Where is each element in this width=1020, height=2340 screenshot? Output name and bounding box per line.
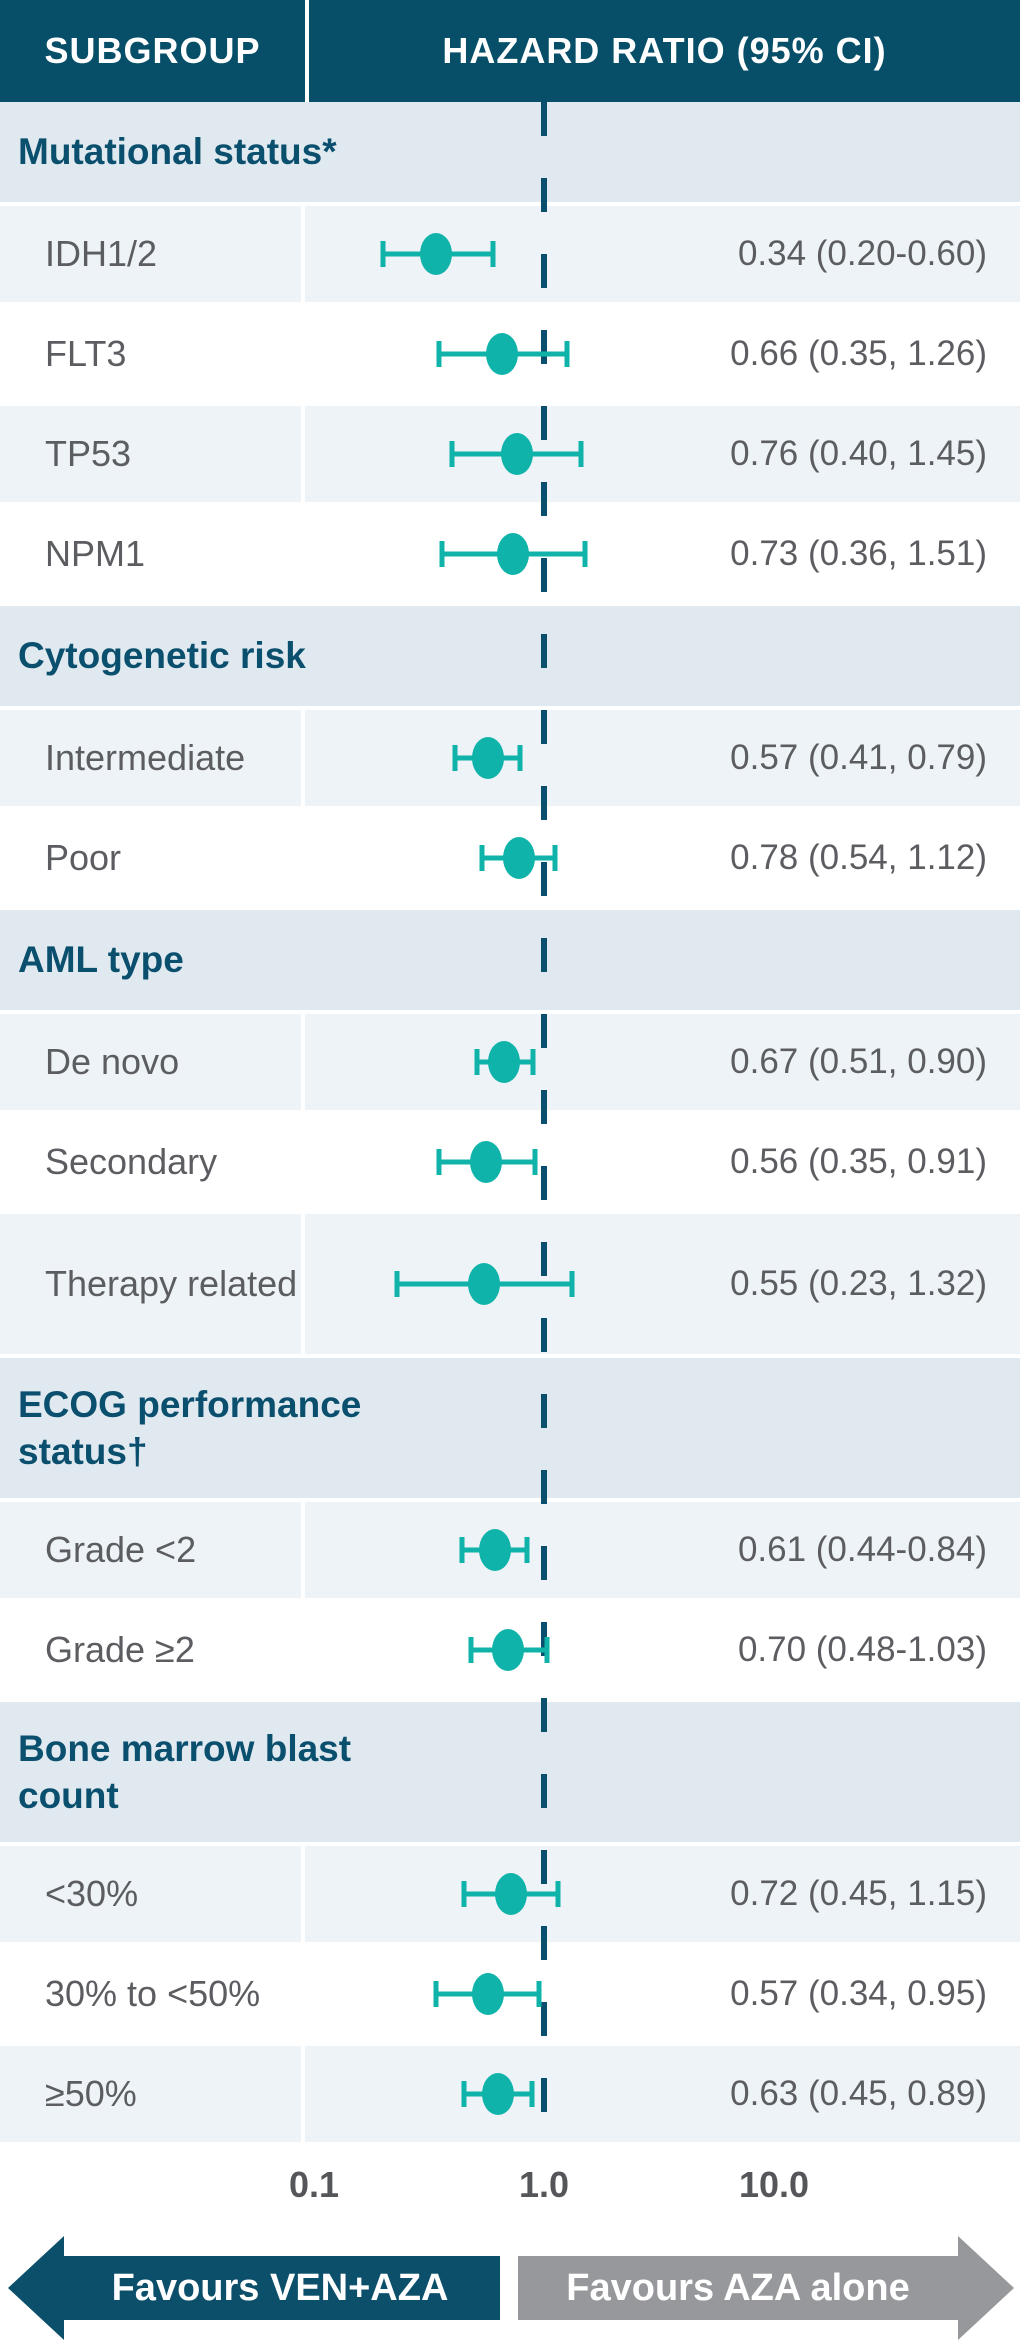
hr-value-text: 0.34 (0.20-0.60) <box>737 234 987 273</box>
section-header: ECOG performance status† <box>0 1358 1020 1498</box>
hr-value-cell: 0.66 (0.35, 1.26) <box>305 306 1020 402</box>
hr-value-text: 0.57 (0.41, 0.79) <box>730 738 987 777</box>
subgroup-row: Intermediate 0.57 (0.41, 0.79) <box>0 710 1020 806</box>
subgroup-row: 30% to <50% 0.57 (0.34, 0.95) <box>0 1946 1020 2042</box>
direction-arrows: Favours VEN+AZA Favours AZA alone <box>0 2236 1020 2340</box>
section-header: Bone marrow blast count <box>0 1702 1020 1842</box>
subgroup-label: Secondary <box>0 1114 305 1210</box>
subgroup-label: De novo <box>0 1014 305 1110</box>
section-label: ECOG performance status† <box>18 1383 362 1472</box>
subgroup-label: Poor <box>0 810 305 906</box>
hazard-ratio-header-label: HAZARD RATIO (95% CI) <box>442 30 887 71</box>
favours-ven-aza-label: Favours VEN+AZA <box>111 2266 449 2309</box>
hr-value-cell: 0.76 (0.40, 1.45) <box>305 406 1020 502</box>
axis-tick-label: 10.0 <box>738 2164 810 2205</box>
section-label: Mutational status* <box>18 131 337 173</box>
hr-value-cell: 0.55 (0.23, 1.32) <box>305 1214 1020 1354</box>
hr-value-text: 0.72 (0.45, 1.15) <box>730 1874 987 1913</box>
subgroup-label: <30% <box>0 1846 305 1942</box>
subgroup-label: Therapy related <box>0 1214 305 1354</box>
section-label: Cytogenetic risk <box>18 635 306 677</box>
favours-aza-alone-arrow: Favours AZA alone <box>518 2236 1014 2340</box>
subgroup-row: ≥50% 0.63 (0.45, 0.89) <box>0 2046 1020 2142</box>
hr-value-cell: 0.56 (0.35, 0.91) <box>305 1114 1020 1210</box>
subgroup-row: Poor 0.78 (0.54, 1.12) <box>0 810 1020 906</box>
favours-aza-alone-label: Favours AZA alone <box>566 2266 910 2309</box>
subgroup-label: Intermediate <box>0 710 305 806</box>
hr-value-text: 0.55 (0.23, 1.32) <box>730 1264 987 1303</box>
hr-value-text: 0.73 (0.36, 1.51) <box>730 534 987 573</box>
reference-line-hr-1 <box>541 102 547 2142</box>
subgroup-label: TP53 <box>0 406 305 502</box>
section-label: AML type <box>18 939 184 981</box>
subgroup-label: FLT3 <box>0 306 305 402</box>
hr-value-text: 0.76 (0.40, 1.45) <box>730 434 987 473</box>
hr-value-cell: 0.57 (0.34, 0.95) <box>305 1946 1020 2042</box>
hr-value-cell: 0.73 (0.36, 1.51) <box>305 506 1020 602</box>
hr-value-text: 0.57 (0.34, 0.95) <box>730 1974 987 2013</box>
axis-tick-label: 0.1 <box>288 2164 340 2205</box>
section-header: Mutational status* <box>0 102 1020 202</box>
subgroup-row: De novo 0.67 (0.51, 0.90) <box>0 1014 1020 1110</box>
subgroup-row: <30% 0.72 (0.45, 1.15) <box>0 1846 1020 1942</box>
hr-value-text: 0.70 (0.48-1.03) <box>737 1630 987 1669</box>
hr-value-text: 0.78 (0.54, 1.12) <box>730 838 987 877</box>
subgroup-label: 30% to <50% <box>0 1946 305 2042</box>
hr-value-cell: 0.67 (0.51, 0.90) <box>305 1014 1020 1110</box>
subgroup-row: IDH1/2 0.34 (0.20-0.60) <box>0 206 1020 302</box>
hr-value-text: 0.56 (0.35, 0.91) <box>730 1142 987 1181</box>
right-arrowhead-icon <box>958 2236 1014 2340</box>
hr-value-cell: 0.61 (0.44-0.84) <box>305 1502 1020 1598</box>
hr-value-cell: 0.72 (0.45, 1.15) <box>305 1846 1020 1942</box>
subgroup-label: NPM1 <box>0 506 305 602</box>
hazard-ratio-header-cell: HAZARD RATIO (95% CI) <box>309 0 1020 102</box>
subgroup-row: FLT3 0.66 (0.35, 1.26) <box>0 306 1020 402</box>
hr-value-text: 0.67 (0.51, 0.90) <box>730 1042 987 1081</box>
axis-tick-label: 1.0 <box>518 2164 570 2205</box>
subgroup-row: NPM1 0.73 (0.36, 1.51) <box>0 506 1020 602</box>
section-header: Cytogenetic risk <box>0 606 1020 706</box>
section-label: Bone marrow blast count <box>18 1727 352 1816</box>
table-header: SUBGROUP HAZARD RATIO (95% CI) <box>0 0 1020 102</box>
subgroup-header-label: SUBGROUP <box>44 30 261 71</box>
favours-ven-aza-arrow: Favours VEN+AZA <box>8 2236 500 2340</box>
left-arrowhead-icon <box>8 2236 64 2340</box>
hr-value-cell: 0.70 (0.48-1.03) <box>305 1602 1020 1698</box>
subgroup-row: Grade ≥2 0.70 (0.48-1.03) <box>0 1602 1020 1698</box>
subgroup-label: IDH1/2 <box>0 206 305 302</box>
subgroup-row: TP53 0.76 (0.40, 1.45) <box>0 406 1020 502</box>
subgroup-row: Secondary 0.56 (0.35, 0.91) <box>0 1114 1020 1210</box>
hr-value-text: 0.66 (0.35, 1.26) <box>730 334 987 373</box>
hr-value-cell: 0.34 (0.20-0.60) <box>305 206 1020 302</box>
subgroup-label: ≥50% <box>0 2046 305 2142</box>
subgroup-header-cell: SUBGROUP <box>0 0 309 102</box>
hr-value-text: 0.61 (0.44-0.84) <box>737 1530 987 1569</box>
forest-plot-body: Mutational status* IDH1/2 0.34 (0.20-0.60)… <box>0 102 1020 2142</box>
subgroup-label: Grade <2 <box>0 1502 305 1598</box>
hr-value-cell: 0.78 (0.54, 1.12) <box>305 810 1020 906</box>
hr-value-cell: 0.63 (0.45, 0.89) <box>305 2046 1020 2142</box>
subgroup-row: Grade <2 0.61 (0.44-0.84) <box>0 1502 1020 1598</box>
section-header: AML type <box>0 910 1020 1010</box>
subgroup-row: Therapy related 0.55 (0.23, 1.32) <box>0 1214 1020 1354</box>
hr-value-cell: 0.57 (0.41, 0.79) <box>305 710 1020 806</box>
x-axis: 0.1 1.0 10.0 <box>0 2146 1020 2224</box>
subgroup-label: Grade ≥2 <box>0 1602 305 1698</box>
hr-value-text: 0.63 (0.45, 0.89) <box>730 2074 987 2113</box>
